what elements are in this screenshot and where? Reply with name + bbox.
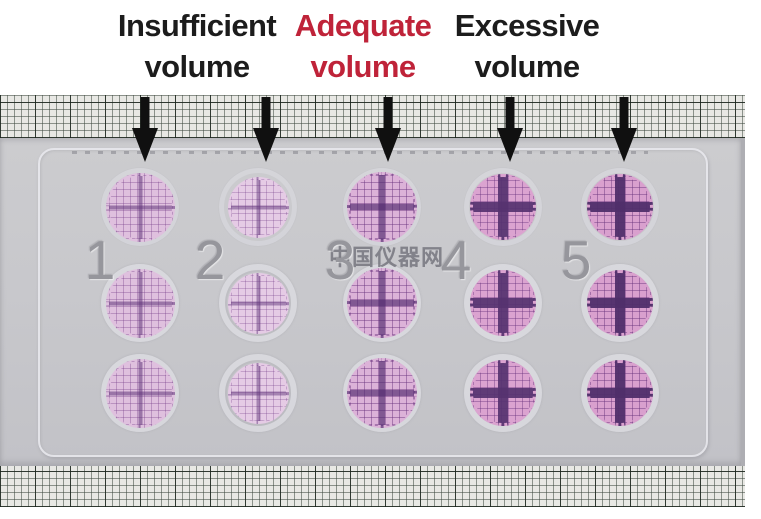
volume-label-line2: volume <box>144 49 251 84</box>
plate-ridge-dashes <box>72 151 648 154</box>
volume-label: Adequate volume <box>294 5 432 87</box>
watermark-text: 中国仪器网 <box>329 245 445 270</box>
plate-photo <box>0 95 745 507</box>
plate-inner-frame <box>38 148 708 457</box>
graph-paper-band-top <box>0 95 745 138</box>
volume-label: Excessive volume <box>455 5 600 87</box>
volume-label-line1: Adequate <box>294 8 432 43</box>
volume-label-line1: Insufficient <box>117 8 277 43</box>
volume-label-line2: volume <box>474 49 581 84</box>
volume-label-line2: volume <box>310 49 417 84</box>
volume-label-line1: Excessive <box>454 8 600 43</box>
graph-paper-band-bottom <box>0 466 745 507</box>
volume-label: Insufficient volume <box>117 5 277 87</box>
assay-plate <box>0 138 745 466</box>
